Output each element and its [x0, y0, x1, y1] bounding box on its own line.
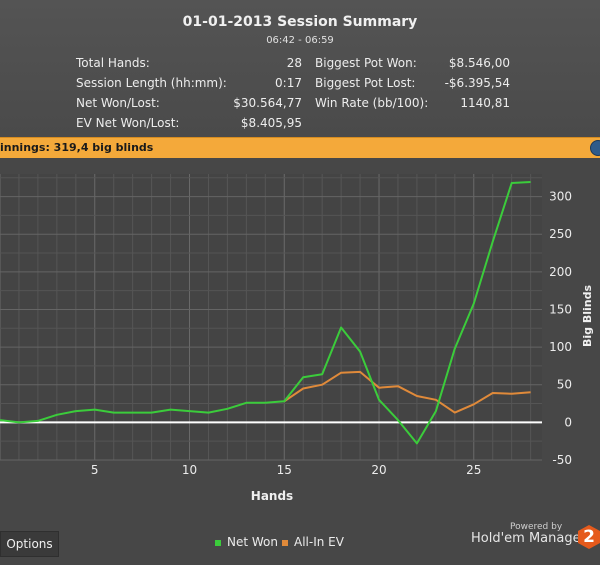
footer-bar: Options Net Won All-In EV Powered by Hol…: [0, 522, 600, 565]
x-axis-label: Hands: [251, 489, 293, 503]
y-axis-ticks: -50 0 50 100 150 200 250 300: [549, 190, 572, 467]
plot-background: [0, 174, 542, 460]
series-line-all-in-ev: [283, 370, 531, 414]
y-tick-label: 300: [549, 190, 572, 204]
biggest-pot-lost-value: -$6.395,54: [444, 76, 510, 90]
info-icon[interactable]: [590, 140, 600, 156]
net-won-label: Net Won/Lost:: [76, 96, 160, 110]
y-tick-label: 50: [557, 378, 572, 392]
series-line-net-won: [0, 181, 531, 445]
winnings-text: innings: 319,4 big blinds: [0, 141, 154, 154]
y-tick-label: 0: [564, 415, 572, 429]
total-hands-value: 28: [286, 56, 302, 70]
session-length-label: Session Length (hh:mm):: [76, 76, 227, 90]
win-rate-label: Win Rate (bb/100):: [315, 96, 429, 110]
x-tick-label: 10: [182, 463, 197, 477]
session-length-value: 0:17: [275, 76, 302, 90]
y-tick-label: -50: [552, 453, 572, 467]
legend-swatch-net-won: [215, 539, 221, 546]
ev-net-won-value: $8.405,95: [240, 116, 302, 130]
legend-label-all-in-ev: All-In EV: [294, 535, 344, 549]
win-rate-value: 1140,81: [460, 96, 510, 110]
brand-logo-icon: 2: [578, 525, 600, 549]
powered-by-text: Powered by: [510, 522, 563, 532]
x-tick-label: 20: [371, 463, 386, 477]
options-button[interactable]: Options: [0, 531, 59, 557]
biggest-pot-won-value: $8.546,00: [448, 56, 510, 70]
legend-item-all-in-ev: All-In EV: [282, 535, 344, 549]
winnings-banner: innings: 319,4 big blinds: [0, 137, 600, 159]
y-tick-label: 250: [549, 227, 572, 241]
chart-svg: -50 0 50 100 150 200 250 300 5 10 15 20 25 Hands Bi…: [0, 174, 594, 503]
x-tick-label: 15: [277, 463, 292, 477]
x-axis-ticks: 5 10 15 20 25: [91, 463, 481, 477]
y-tick-label: 200: [549, 265, 572, 279]
winnings-chart: -50 0 50 100 150 200 250 300 5 10 15 20 25 Hands Bi…: [0, 158, 600, 528]
chart-series: [0, 181, 531, 445]
total-hands-label: Total Hands:: [76, 56, 150, 70]
session-time-range: 06:42 - 06:59: [266, 35, 334, 46]
x-tick-label: 5: [91, 463, 99, 477]
y-tick-label: 150: [549, 302, 572, 316]
legend-label-net-won: Net Won: [227, 535, 278, 549]
brand-name: Hold'em Manager: [471, 531, 586, 546]
net-won-value: $30.564,77: [233, 96, 302, 110]
y-axis-label: Big Blinds: [581, 285, 594, 347]
x-tick-label: 25: [466, 463, 481, 477]
session-title: 01-01-2013 Session Summary: [182, 14, 418, 30]
biggest-pot-won-label: Biggest Pot Won:: [315, 56, 417, 70]
session-summary-header: 01-01-2013 Session Summary 06:42 - 06:59…: [0, 0, 600, 137]
biggest-pot-lost-label: Biggest Pot Lost:: [315, 76, 416, 90]
legend-item-net-won: Net Won: [215, 535, 278, 549]
legend-swatch-all-in-ev: [282, 539, 288, 546]
y-tick-label: 100: [549, 340, 572, 354]
ev-net-won-label: EV Net Won/Lost:: [76, 116, 180, 130]
